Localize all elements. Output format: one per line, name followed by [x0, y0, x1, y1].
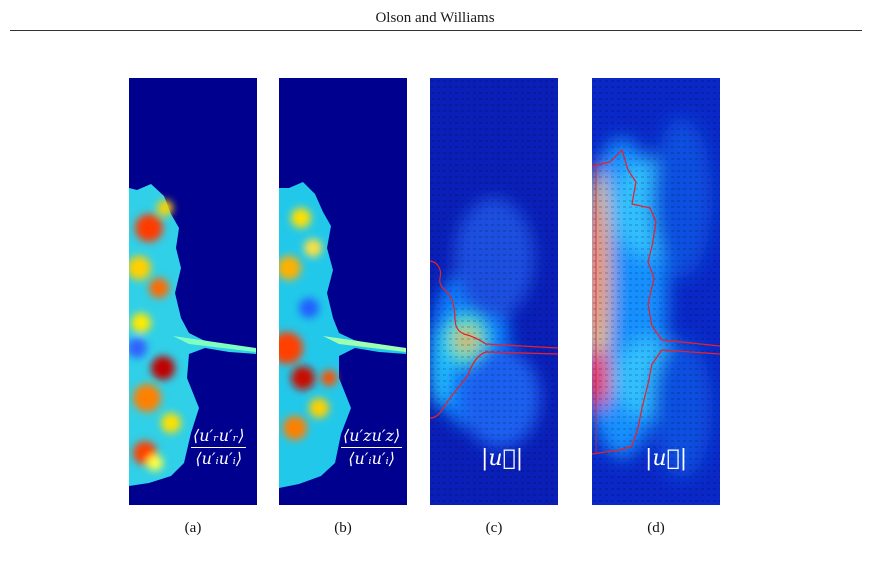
fraction-bar [341, 447, 403, 448]
panel-b: ⟨u′zu′z⟩ ⟨u′ᵢu′ᵢ⟩ [279, 78, 407, 505]
panel-d-magnitude-label: |u⃗| [645, 446, 688, 471]
panel-b-label: (b) [334, 520, 352, 536]
panel-b-formula-denominator: ⟨u′ᵢu′ᵢ⟩ [348, 449, 395, 468]
fraction-bar [191, 447, 247, 448]
panel-d: |u⃗| [592, 78, 720, 505]
panel-c-label: (c) [485, 520, 503, 536]
panel-a-formula-denominator: ⟨u′ᵢu′ᵢ⟩ [195, 449, 243, 468]
panel-a-formula: ⟨u′ᵣu′ᵣ⟩ ⟨u′ᵢu′ᵢ⟩ [191, 426, 247, 468]
running-header: Olson and Williams [375, 10, 495, 26]
panel-c-field [430, 78, 558, 505]
panel-a-label: (a) [184, 520, 202, 536]
panel-d-label: (d) [647, 520, 665, 536]
panel-d-field [592, 78, 720, 505]
panel-a-field [129, 78, 257, 505]
panel-c-magnitude-label: |u⃗| [481, 446, 524, 471]
panel-b-formula-numerator: ⟨u′zu′z⟩ [343, 426, 401, 445]
panel-c: |u⃗| [430, 78, 558, 505]
panel-a: ⟨u′ᵣu′ᵣ⟩ ⟨u′ᵢu′ᵢ⟩ [129, 78, 257, 505]
header-rule [10, 30, 862, 31]
panel-b-field [279, 78, 407, 505]
panel-b-formula: ⟨u′zu′z⟩ ⟨u′ᵢu′ᵢ⟩ [341, 426, 403, 468]
panel-a-formula-numerator: ⟨u′ᵣu′ᵣ⟩ [193, 426, 245, 445]
